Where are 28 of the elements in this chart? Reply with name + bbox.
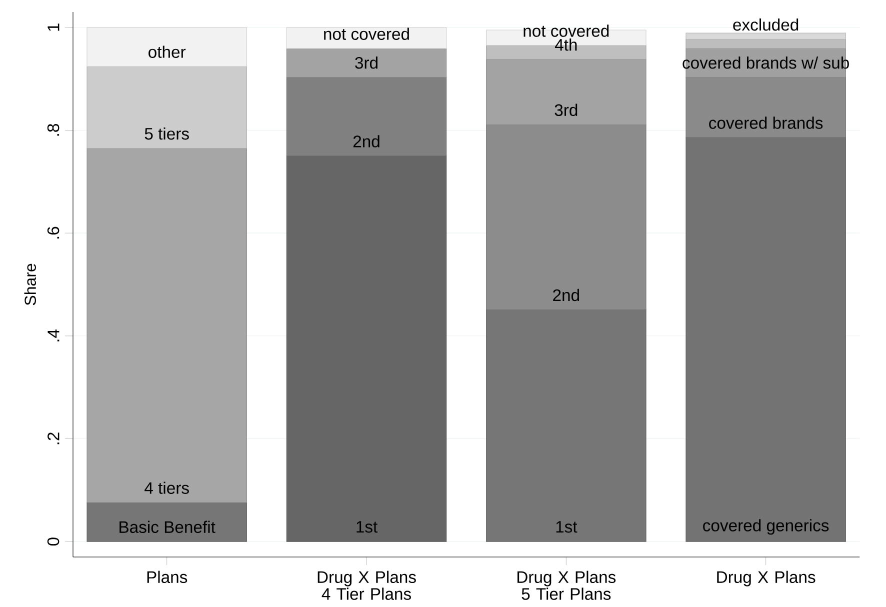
annotation: covered generics bbox=[703, 519, 829, 535]
annotation: 3rd bbox=[355, 56, 378, 69]
annotation: 2nd bbox=[553, 288, 579, 302]
y-tick-label: .6 bbox=[47, 226, 60, 238]
annotation: not covered bbox=[324, 28, 409, 40]
y-tick-label: .8 bbox=[47, 124, 60, 136]
x-tick-label: Drug X Plans 5 Tier Plans bbox=[518, 570, 616, 600]
annotation: 2nd bbox=[353, 135, 380, 148]
annotation: 4 tiers bbox=[144, 482, 189, 494]
x-tick-label: Drug X Plans bbox=[717, 570, 816, 586]
y-tick-label: 1 bbox=[48, 24, 60, 31]
annotation: 5 tiers bbox=[144, 127, 189, 140]
annotation: 4th bbox=[554, 38, 577, 51]
x-tick-label: Plans bbox=[147, 570, 188, 584]
annotation: not covered bbox=[524, 24, 609, 37]
y-tick-label: .2 bbox=[48, 432, 60, 444]
annotation: excluded bbox=[733, 18, 798, 31]
y-tick-label: .4 bbox=[48, 329, 60, 342]
annotation: Basic Benefit bbox=[120, 520, 216, 534]
x-tick-label: Drug X Plans 4 Tier Plans bbox=[318, 570, 416, 600]
y-axis-title: Share bbox=[24, 264, 36, 306]
annotation: covered brands bbox=[709, 116, 823, 129]
annotation: 3rd bbox=[554, 104, 578, 116]
annotation: 1st bbox=[356, 521, 378, 533]
y-tick-label: 0 bbox=[47, 538, 60, 546]
annotation: other bbox=[148, 46, 186, 58]
annotation: 1st bbox=[556, 521, 578, 533]
bar bbox=[86, 502, 247, 542]
